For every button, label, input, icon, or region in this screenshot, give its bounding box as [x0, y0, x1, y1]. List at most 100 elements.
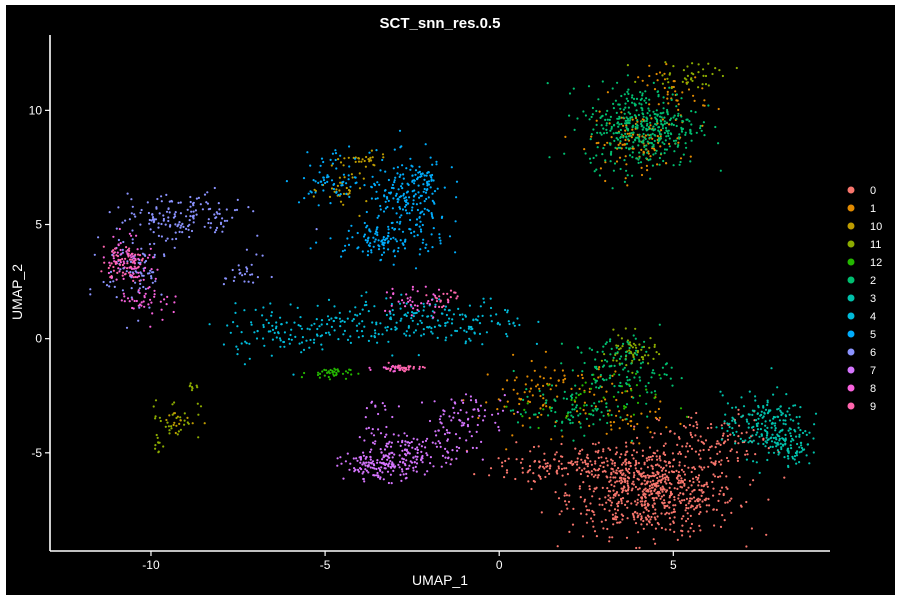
data-point: [155, 207, 158, 210]
data-point: [592, 525, 595, 528]
data-point: [450, 334, 453, 337]
data-point: [649, 480, 652, 483]
data-point: [661, 123, 665, 126]
data-point: [402, 192, 405, 195]
data-point: [618, 410, 621, 413]
data-point: [779, 405, 782, 408]
data-point: [546, 465, 549, 468]
data-point: [731, 427, 734, 430]
data-point: [642, 153, 645, 156]
data-point: [423, 200, 426, 203]
data-point: [515, 376, 518, 379]
data-point: [643, 340, 646, 343]
data-point: [586, 453, 589, 456]
data-point: [125, 326, 129, 329]
data-point: [557, 467, 561, 470]
data-point: [613, 364, 616, 367]
data-point: [431, 332, 434, 335]
data-point: [446, 298, 449, 301]
data-point: [327, 175, 330, 178]
data-point: [438, 236, 441, 239]
data-point: [635, 461, 638, 464]
data-point: [221, 217, 224, 220]
data-point: [148, 272, 151, 275]
legend-item-7: 7: [847, 365, 876, 377]
data-point: [420, 459, 423, 462]
data-point: [134, 253, 137, 256]
data-point: [412, 469, 415, 472]
data-point: [589, 460, 592, 463]
data-point: [247, 280, 250, 283]
data-point: [399, 319, 402, 322]
data-point: [606, 409, 609, 412]
data-point: [119, 248, 122, 252]
data-point: [504, 459, 507, 463]
data-point: [425, 189, 428, 192]
data-point: [690, 72, 693, 75]
data-point: [203, 193, 207, 196]
data-point: [632, 141, 635, 144]
data-point: [427, 315, 430, 318]
data-point: [656, 114, 659, 117]
data-point: [667, 134, 670, 137]
data-point: [160, 235, 163, 238]
data-point: [624, 406, 627, 409]
data-point: [334, 152, 338, 155]
data-point: [602, 147, 605, 150]
data-point: [174, 431, 177, 435]
data-point: [604, 470, 607, 473]
data-point: [584, 461, 587, 464]
data-point: [562, 378, 565, 382]
data-point: [639, 366, 642, 369]
data-point: [779, 429, 782, 432]
data-point: [619, 521, 622, 524]
data-point: [649, 518, 652, 521]
data-point: [668, 517, 672, 520]
data-point: [481, 343, 484, 346]
data-point: [470, 328, 473, 331]
data-point: [626, 482, 629, 485]
data-point: [436, 336, 439, 339]
data-point: [668, 501, 671, 504]
data-point: [405, 454, 408, 457]
data-point: [314, 191, 317, 194]
data-point: [421, 461, 424, 464]
data-point: [617, 344, 620, 347]
data-point: [255, 253, 258, 256]
data-point: [636, 436, 639, 439]
data-point: [392, 433, 395, 436]
data-point: [347, 174, 350, 177]
data-point: [624, 155, 627, 158]
data-point: [459, 326, 462, 330]
data-point: [186, 208, 189, 211]
data-point: [640, 148, 643, 151]
data-point: [389, 316, 392, 319]
data-point: [726, 501, 729, 504]
data-point: [677, 108, 680, 111]
data-point: [374, 238, 377, 241]
data-point: [166, 295, 169, 298]
data-point: [654, 134, 657, 137]
data-point: [680, 128, 683, 131]
data-point: [339, 325, 342, 328]
data-point: [668, 465, 672, 468]
data-point: [680, 130, 684, 133]
data-point: [409, 460, 412, 463]
data-point: [548, 472, 551, 475]
data-point: [132, 276, 135, 279]
data-point: [438, 295, 441, 298]
data-point: [348, 192, 351, 195]
data-point: [436, 187, 439, 190]
data-point: [116, 251, 119, 254]
data-point: [598, 400, 601, 403]
data-point: [408, 441, 411, 445]
data-point: [186, 416, 189, 419]
data-point: [620, 502, 623, 505]
data-point: [702, 104, 705, 107]
data-point: [609, 479, 612, 482]
data-point: [391, 309, 394, 312]
data-point: [661, 475, 664, 478]
data-point: [658, 455, 662, 458]
data-point: [657, 407, 661, 411]
data-point: [312, 195, 315, 198]
